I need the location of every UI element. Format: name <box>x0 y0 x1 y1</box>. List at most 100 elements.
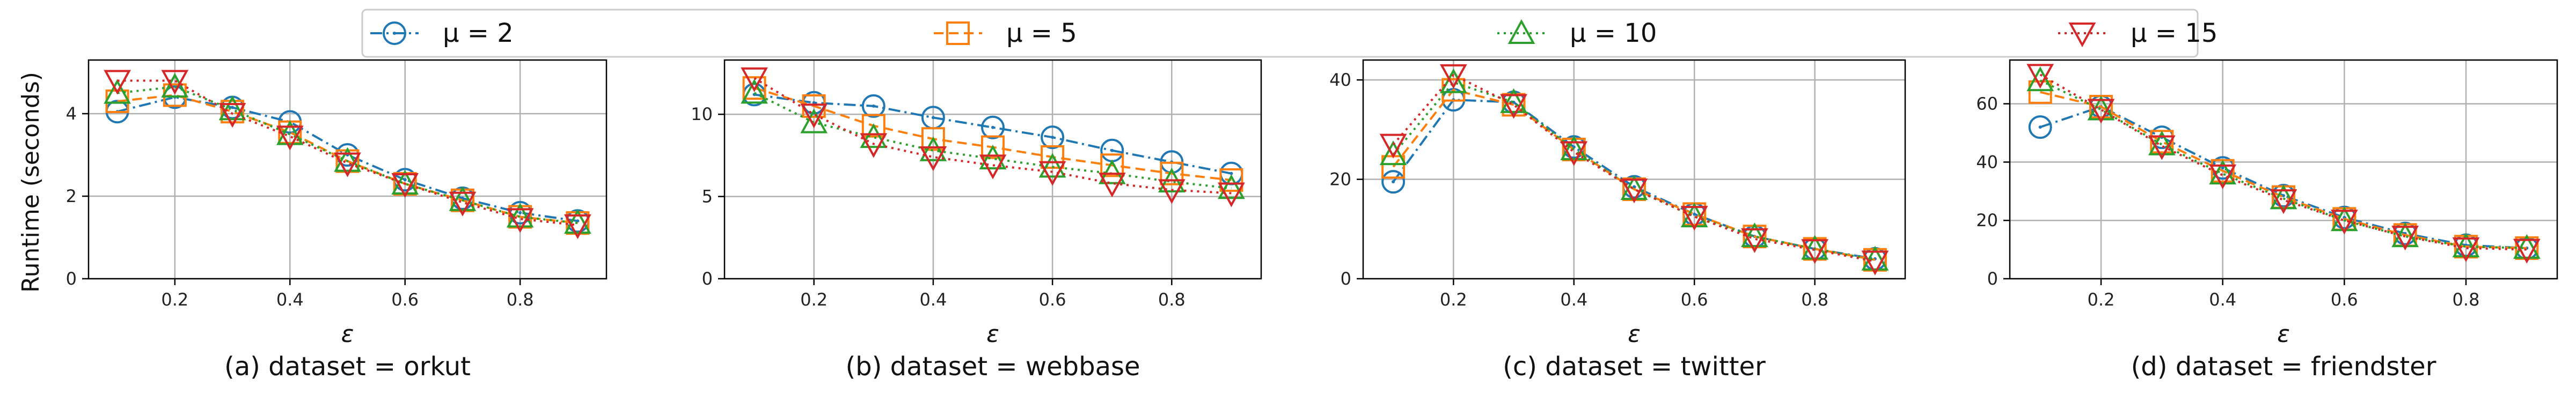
series-line-mu10 <box>2039 79 2527 249</box>
legend-label-mu2: μ = 2 <box>443 18 514 48</box>
data-point-mu15 <box>1620 178 1648 204</box>
legend-entry-mu2: μ = 2 <box>370 18 514 48</box>
legend-label-mu15: μ = 15 <box>2131 18 2218 48</box>
legend-entry-mu15: μ = 15 <box>2058 18 2218 48</box>
x-tick-label: 0.6 <box>1039 289 1066 310</box>
data-point-mu15 <box>1098 173 1126 198</box>
data-point-mu10 <box>1218 174 1245 199</box>
data-point-mu15 <box>1801 239 1829 264</box>
legend-frame <box>361 9 2199 58</box>
data-point-mu15 <box>449 191 477 217</box>
x-tick-label: 0.4 <box>276 289 304 310</box>
data-point-mu2-ring <box>981 115 1005 139</box>
data-point-mu15 <box>276 125 304 151</box>
x-tick-label: 0.2 <box>2088 289 2115 310</box>
x-tick-label: 0.4 <box>919 289 947 310</box>
data-point-mu15 <box>1379 133 1407 159</box>
y-tick-label: 5 <box>702 187 713 207</box>
data-point-mu15 <box>2209 164 2237 190</box>
data-point-mu15 <box>2513 239 2541 264</box>
series-mu15 <box>741 67 1245 207</box>
data-point-mu10 <box>741 79 768 104</box>
legend-marker-mu2 <box>383 21 406 45</box>
data-point-mu10 <box>506 203 534 228</box>
data-point-mu15 <box>506 208 534 233</box>
data-point-mu10 <box>2452 233 2480 258</box>
subplot-caption: (a) dataset = orkut <box>224 352 471 382</box>
data-point-mu2-dot <box>231 106 235 109</box>
y-tick-label: 0 <box>1341 269 1351 289</box>
data-point-mu10 <box>104 79 131 104</box>
data-point-mu15 <box>2148 135 2176 160</box>
data-point-mu2 <box>981 115 1005 139</box>
legend-label-mu5: μ = 5 <box>1006 18 1077 48</box>
subplot-caption: (c) dataset = twitter <box>1503 352 1766 382</box>
data-point-mu10 <box>564 209 591 234</box>
data-point-mu15 <box>1680 206 1708 231</box>
x-tick-label: 0.2 <box>161 289 188 310</box>
data-point-mu5 <box>1160 161 1184 185</box>
data-point-mu15 <box>161 70 189 95</box>
subplot-caption: (b) dataset = webbase <box>845 352 1140 382</box>
y-tick-label: 20 <box>1329 169 1351 190</box>
data-point-mu10 <box>2209 160 2237 185</box>
series-line-mu10 <box>1392 81 1876 261</box>
panel-friendster: 0.2 0.4 0.6 0.8 0 20 40 60 ε (d) dataset = friend… <box>1976 59 2558 382</box>
x-tick-label: 0.2 <box>1440 289 1467 310</box>
data-point-mu10 <box>1439 68 1467 93</box>
x-tick-label: 0.8 <box>1158 289 1185 310</box>
x-tick-label: 0.6 <box>2331 289 2358 310</box>
legend-entry-mu5: μ = 5 <box>934 18 1077 48</box>
data-point-mu15 <box>800 103 828 129</box>
data-point-mu2-dot <box>1110 148 1114 152</box>
data-point-mu10 <box>2026 66 2054 92</box>
legend-handle-mu2 <box>370 21 419 45</box>
legend-marker-mu2-ring <box>383 21 406 45</box>
data-point-mu10 <box>1741 222 1768 248</box>
data-point-mu2-dot <box>931 116 935 120</box>
legend-label-mu10: μ = 10 <box>1570 18 1657 48</box>
data-point-mu2 <box>1381 170 1406 194</box>
data-point-mu15 <box>1861 250 1889 276</box>
data-point-mu2-dot <box>1392 180 1395 184</box>
y-axis-title: Runtime (seconds) <box>17 72 45 293</box>
data-point-mu5 <box>221 100 245 124</box>
data-point-mu10 <box>2513 234 2541 259</box>
data-point-mu2-dot <box>1230 172 1233 175</box>
data-point-mu15 <box>1038 161 1066 186</box>
series-line-mu15 <box>1392 73 1876 263</box>
y-tick-label: 4 <box>66 103 77 124</box>
data-point-mu10 <box>218 95 246 121</box>
data-point-mu2 <box>1041 125 1065 150</box>
data-point-mu10 <box>1379 140 1407 166</box>
x-axis-title: ε <box>2277 321 2290 348</box>
data-point-mu15 <box>391 173 419 198</box>
data-point-mu2-dot <box>1693 212 1696 216</box>
data-point-mu2-dot <box>1051 136 1055 139</box>
series-line-mu5 <box>1392 88 1876 261</box>
data-point-mu15 <box>218 103 246 128</box>
legend-marker-mu2-dot <box>393 32 396 35</box>
data-point-mu5 <box>981 135 1005 159</box>
data-point-mu10 <box>1801 235 1829 260</box>
subplot-caption: (d) dataset = friendster <box>2131 352 2436 382</box>
data-point-mu5 <box>921 127 945 151</box>
series-line-mu2 <box>2040 106 2527 249</box>
x-tick-label: 0.8 <box>507 289 534 310</box>
data-point-mu2-dot <box>2282 193 2285 197</box>
data-point-mu2-dot <box>403 178 407 182</box>
legend: μ = 2 μ = 5 μ = 10 μ = 15 <box>361 9 2218 58</box>
data-point-mu10 <box>919 136 947 161</box>
data-point-mu10 <box>161 72 189 98</box>
data-point-mu2-dot <box>2221 166 2224 170</box>
panel-webbase: 0.2 0.4 0.6 0.8 0 5 10 ε (b) dataset = webbase <box>691 59 1262 382</box>
series-line-mu10 <box>117 86 578 225</box>
y-tick-label: 0 <box>702 269 713 289</box>
x-tick-label: 0.8 <box>2453 289 2480 310</box>
y-tick-label: 40 <box>1976 152 1998 172</box>
data-point-mu2-dot <box>991 125 994 129</box>
data-point-mu2-dot <box>576 219 580 223</box>
legend-handle-mu10 <box>1497 19 1546 44</box>
data-point-mu10 <box>979 144 1007 170</box>
